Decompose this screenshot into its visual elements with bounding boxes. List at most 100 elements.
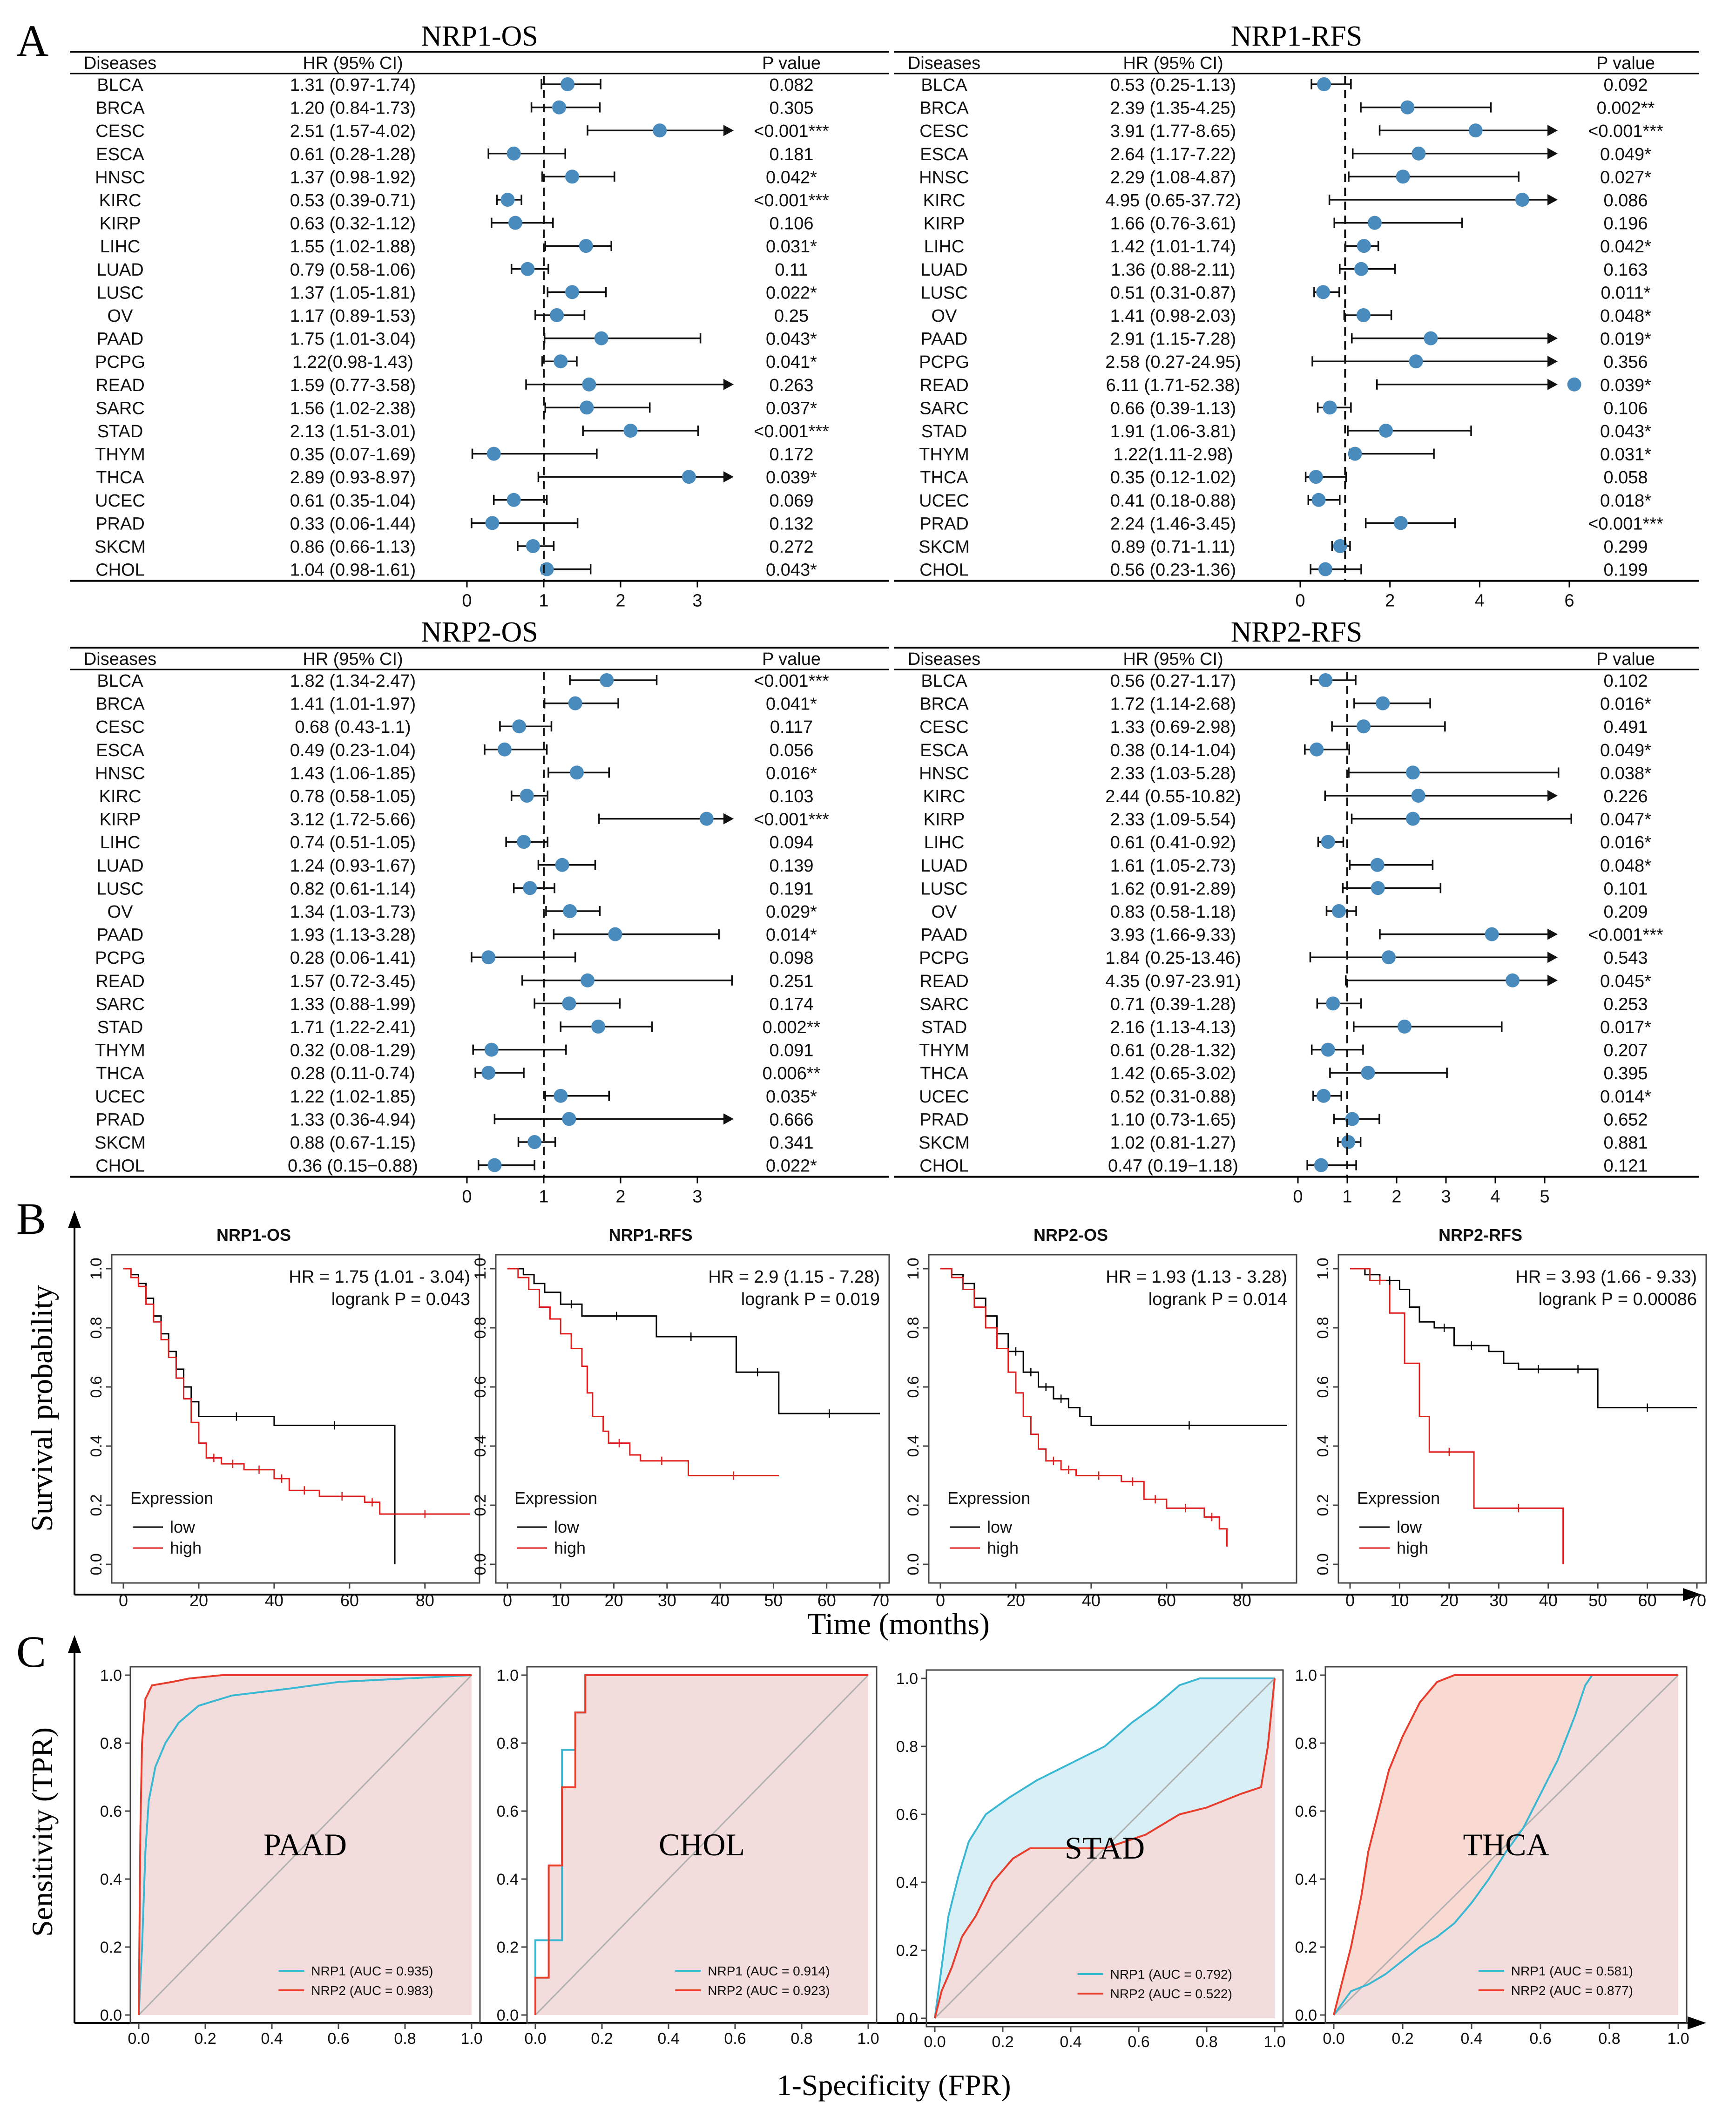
row-hr: 2.24 (1.46-3.45) — [1110, 514, 1236, 534]
row-disease: PCPG — [95, 352, 145, 372]
roc-y-tick-label: 1.0 — [100, 1667, 122, 1684]
row-pvalue: 0.272 — [769, 537, 813, 557]
km-legend-low: low — [1397, 1517, 1422, 1536]
km-censor-low — [754, 1368, 762, 1377]
row-pvalue: 0.253 — [1603, 994, 1648, 1014]
km-hr-text: HR = 3.93 (1.66 - 9.33) — [1515, 1267, 1697, 1287]
row-disease: THYM — [95, 1041, 145, 1061]
row-disease: THCA — [920, 468, 968, 487]
roc-diagonal — [138, 1674, 473, 2016]
roc-x-tick-label: 0.6 — [1529, 2030, 1551, 2048]
row-hr: 1.36 (0.88-2.11) — [1111, 260, 1236, 280]
row-pvalue: 0.047* — [1600, 810, 1651, 830]
row-pvalue: 0.098 — [769, 948, 813, 968]
forest-title: NRP2-RFS — [1231, 616, 1363, 648]
km-censor-low — [825, 1409, 833, 1418]
ci-arrow — [723, 471, 734, 483]
row-hr: 2.33 (1.03-5.28) — [1110, 764, 1236, 783]
km-y-tick-label: 1.0 — [905, 1258, 922, 1279]
km-censor-low — [1027, 1368, 1035, 1377]
km-censor-low — [331, 1421, 338, 1430]
row-disease: ESCA — [920, 145, 968, 164]
km-censor-high — [1208, 1513, 1216, 1521]
row-hr: 1.41 (1.01-1.97) — [290, 695, 416, 714]
km-censor-high — [1376, 1276, 1384, 1285]
roc-y-tick-label: 0.8 — [1295, 1735, 1317, 1752]
row-pvalue: 0.251 — [769, 972, 813, 991]
roc-x-tick-label: 0.0 — [524, 2030, 546, 2048]
row-hr: 0.38 (0.14-1.04) — [1110, 741, 1236, 760]
roc-x-tick-label: 0.0 — [924, 2033, 946, 2051]
hr-point — [550, 308, 564, 322]
x-tick-label: 1 — [539, 1187, 548, 1207]
km-censor-high — [229, 1460, 236, 1468]
roc-cancer-label: THCA — [1463, 1827, 1549, 1862]
hr-point — [580, 400, 594, 415]
row-hr: 0.61 (0.28-1.32) — [1110, 1041, 1236, 1061]
km-legend-high: high — [1397, 1538, 1428, 1557]
row-disease: SARC — [95, 994, 145, 1014]
row-disease: CESC — [919, 122, 969, 141]
km-censor-high — [1049, 1456, 1057, 1465]
km-y-tick-label: 0.8 — [88, 1317, 105, 1339]
row-pvalue: 0.132 — [769, 514, 813, 534]
row-hr: 3.91 (1.77-8.65) — [1110, 122, 1236, 141]
row-hr: 2.16 (1.13-4.13) — [1110, 1018, 1236, 1037]
km-censor-high — [1065, 1465, 1073, 1474]
row-pvalue: 0.101 — [1603, 879, 1648, 899]
hr-point — [1318, 673, 1333, 687]
row-hr: 1.91 (1.06-3.81) — [1110, 422, 1236, 441]
row-disease: READ — [919, 376, 969, 395]
km-x-tick-label: 40 — [1082, 1591, 1101, 1610]
row-hr: 1.20 (0.84-1.73) — [290, 99, 416, 118]
row-hr: 0.28 (0.06-1.41) — [290, 948, 416, 968]
row-hr: 1.71 (1.22-2.41) — [290, 1018, 416, 1037]
roc-y-tick-label: 0.6 — [497, 1803, 519, 1820]
row-hr: 1.37 (0.98-1.92) — [290, 168, 416, 187]
hr-point — [1316, 285, 1331, 299]
km-plot-NRP2-OS: NRP2-OS 0 20 40 60 80 0.0 0.2 0.4 0.6 0.8 1.0 HR = 1… — [905, 1225, 1297, 1610]
km-y-tick-label: 1.0 — [472, 1258, 489, 1279]
row-hr: 1.82 (1.34-2.47) — [290, 671, 416, 691]
hr-point — [1321, 835, 1335, 849]
row-disease: CHOL — [919, 1156, 969, 1176]
ci-arrow — [723, 379, 734, 390]
km-title: NRP1-OS — [216, 1225, 291, 1244]
hr-point — [1382, 950, 1396, 965]
km-y-tick-label: 0.4 — [472, 1435, 489, 1457]
row-disease: OV — [932, 902, 958, 922]
row-disease: STAD — [921, 422, 967, 441]
row-hr: 1.41 (0.98-2.03) — [1110, 306, 1236, 326]
roc-x-tick-label: 1.0 — [1667, 2030, 1689, 2048]
row-pvalue: 0.106 — [769, 214, 813, 234]
hr-point — [1356, 719, 1371, 734]
row-hr: 6.11 (1.71-52.38) — [1106, 376, 1241, 395]
km-y-tick-label: 0.8 — [905, 1317, 922, 1339]
km-y-tick-label: 0.2 — [1314, 1494, 1332, 1516]
row-pvalue: 0.117 — [770, 717, 813, 737]
roc-x-tick-label: 0.6 — [1128, 2033, 1149, 2051]
roc-plot-CHOL: 0.0 0.0 0.2 0.2 0.4 0.4 0.6 0.6 0.8 0.8 1.0 1.0 CHOL… — [497, 1666, 879, 2048]
row-disease: LUAD — [96, 260, 143, 280]
row-hr: 0.33 (0.06-1.44) — [290, 514, 416, 534]
hr-point — [481, 950, 496, 965]
row-pvalue: 0.092 — [1603, 75, 1648, 95]
hr-point — [699, 811, 714, 826]
row-pvalue: 0.106 — [1603, 399, 1648, 418]
km-x-tick-label: 20 — [605, 1591, 623, 1610]
km-censor-high — [1095, 1471, 1103, 1480]
header-pvalue: P value — [1596, 649, 1655, 669]
row-disease: UCEC — [95, 1087, 145, 1107]
forest-title: NRP1-OS — [421, 20, 538, 52]
row-disease: THYM — [919, 445, 969, 465]
row-hr: 0.35 (0.12-1.02) — [1110, 468, 1236, 487]
km-x-tick-label: 50 — [764, 1591, 783, 1610]
roc-curve-nrp2 — [1333, 1674, 1678, 2015]
row-disease: UCEC — [919, 491, 969, 511]
hr-point — [540, 562, 554, 576]
row-disease: LIHC — [100, 833, 141, 852]
row-pvalue: 0.196 — [1603, 214, 1648, 234]
roc-x-tick-label: 0.2 — [1392, 2030, 1413, 2048]
hr-point — [554, 1089, 568, 1103]
km-plot-NRP1-OS: NRP1-OS 0 20 40 60 80 0.0 0.2 0.4 0.6 0.8 1.0 HR = 1… — [88, 1225, 480, 1610]
